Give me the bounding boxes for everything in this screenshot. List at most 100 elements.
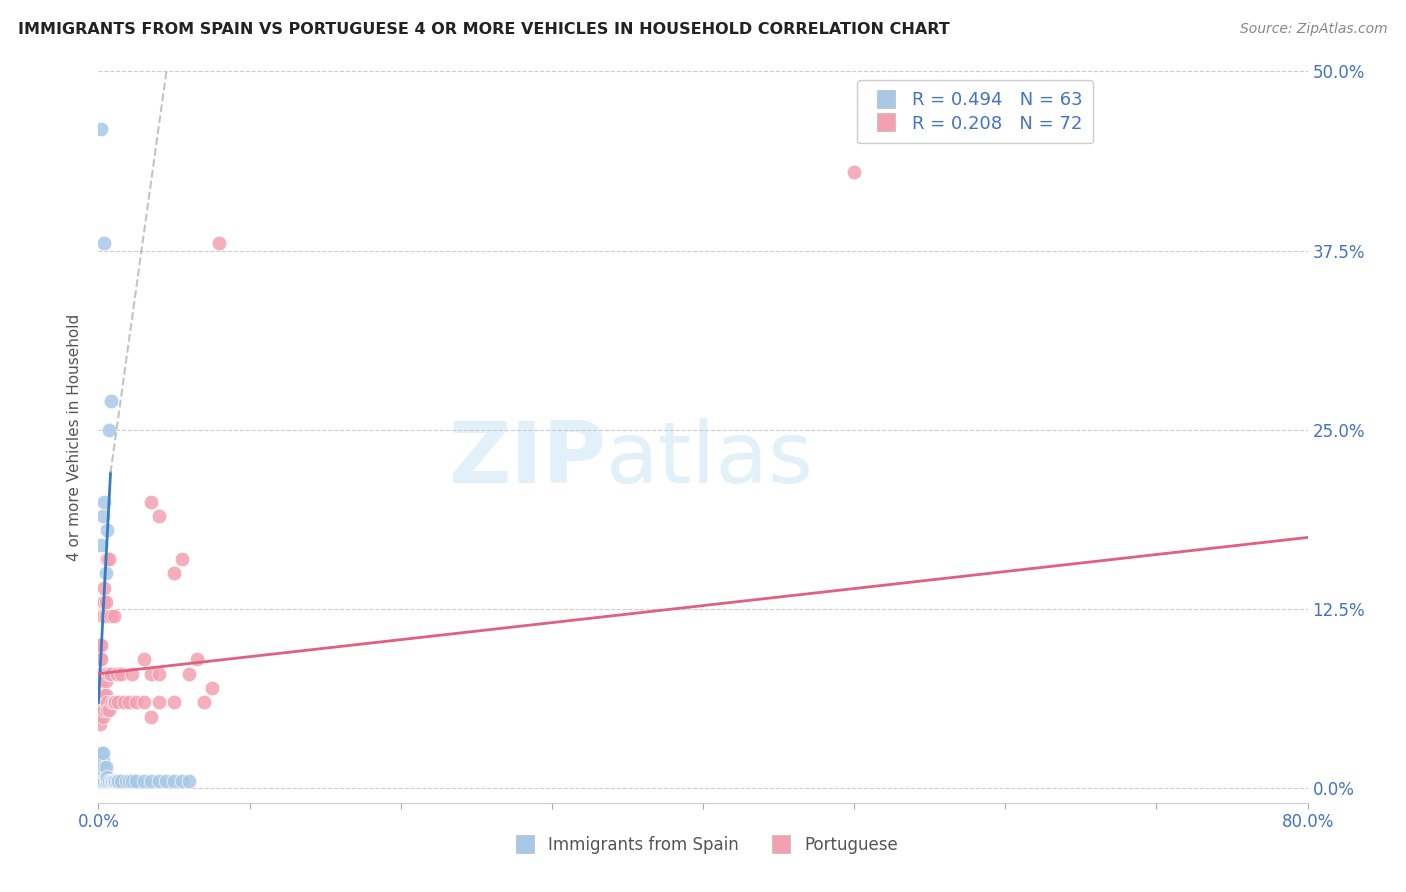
Point: [110, 774, 132, 789]
Point: [94, 566, 117, 581]
Point: [89, 770, 111, 784]
Point: [163, 566, 186, 581]
Point: [125, 695, 148, 709]
Point: [93, 702, 115, 716]
Point: [90, 638, 112, 652]
Text: atlas: atlas: [606, 417, 814, 500]
Point: [121, 774, 143, 789]
Point: [96, 702, 118, 716]
Point: [100, 394, 122, 409]
Point: [141, 494, 163, 508]
Point: [89, 695, 111, 709]
Point: [98, 774, 121, 789]
Point: [103, 774, 125, 789]
Point: [121, 666, 143, 681]
Point: [89, 717, 111, 731]
Point: [89, 638, 111, 652]
Point: [91, 688, 114, 702]
Point: [91, 666, 114, 681]
Point: [90, 673, 112, 688]
Point: [91, 508, 114, 523]
Point: [107, 774, 129, 789]
Point: [94, 774, 117, 789]
Point: [94, 595, 117, 609]
Point: [101, 774, 124, 789]
Point: [844, 165, 866, 179]
Point: [90, 538, 112, 552]
Point: [107, 695, 129, 709]
Point: [163, 695, 186, 709]
Point: [91, 595, 114, 609]
Legend: Immigrants from Spain, Portuguese: Immigrants from Spain, Portuguese: [502, 829, 904, 860]
Point: [148, 508, 170, 523]
Point: [94, 695, 117, 709]
Point: [155, 774, 177, 789]
Point: [132, 774, 155, 789]
Point: [89, 767, 111, 781]
Point: [89, 652, 111, 666]
Point: [98, 666, 121, 681]
Point: [96, 695, 118, 709]
Point: [94, 688, 117, 702]
Point: [91, 764, 114, 779]
Point: [91, 695, 114, 709]
Point: [89, 746, 111, 760]
Point: [98, 423, 121, 437]
Point: [163, 774, 186, 789]
Point: [98, 702, 121, 716]
Point: [89, 770, 111, 784]
Point: [90, 746, 112, 760]
Point: [93, 236, 115, 251]
Point: [103, 774, 125, 789]
Point: [91, 774, 114, 789]
Point: [94, 673, 117, 688]
Point: [89, 764, 111, 779]
Point: [125, 774, 148, 789]
Point: [89, 688, 111, 702]
Point: [90, 774, 112, 789]
Point: [148, 774, 170, 789]
Point: [90, 770, 112, 784]
Point: [91, 710, 114, 724]
Point: [91, 702, 114, 716]
Point: [170, 774, 193, 789]
Text: Source: ZipAtlas.com: Source: ZipAtlas.com: [1240, 22, 1388, 37]
Point: [94, 760, 117, 774]
Point: [103, 695, 125, 709]
Point: [90, 652, 112, 666]
Y-axis label: 4 or more Vehicles in Household: 4 or more Vehicles in Household: [67, 313, 83, 561]
Point: [118, 774, 141, 789]
Point: [89, 774, 111, 789]
Point: [141, 666, 163, 681]
Point: [94, 609, 117, 624]
Point: [90, 688, 112, 702]
Point: [112, 695, 135, 709]
Point: [91, 609, 114, 624]
Point: [179, 774, 201, 789]
Point: [89, 774, 111, 789]
Point: [105, 774, 128, 789]
Point: [179, 666, 201, 681]
Point: [91, 746, 114, 760]
Point: [96, 552, 118, 566]
Point: [110, 666, 132, 681]
Point: [148, 666, 170, 681]
Point: [193, 695, 215, 709]
Point: [90, 666, 112, 681]
Point: [132, 695, 155, 709]
Point: [186, 652, 208, 666]
Point: [96, 774, 118, 789]
Point: [105, 666, 128, 681]
Point: [94, 770, 117, 784]
Point: [90, 767, 112, 781]
Point: [98, 552, 121, 566]
Point: [141, 774, 163, 789]
Point: [93, 695, 115, 709]
Point: [89, 764, 111, 779]
Point: [93, 494, 115, 508]
Point: [89, 767, 111, 781]
Point: [90, 753, 112, 767]
Text: IMMIGRANTS FROM SPAIN VS PORTUGUESE 4 OR MORE VEHICLES IN HOUSEHOLD CORRELATION : IMMIGRANTS FROM SPAIN VS PORTUGUESE 4 OR…: [18, 22, 950, 37]
Point: [90, 702, 112, 716]
Point: [91, 760, 114, 774]
